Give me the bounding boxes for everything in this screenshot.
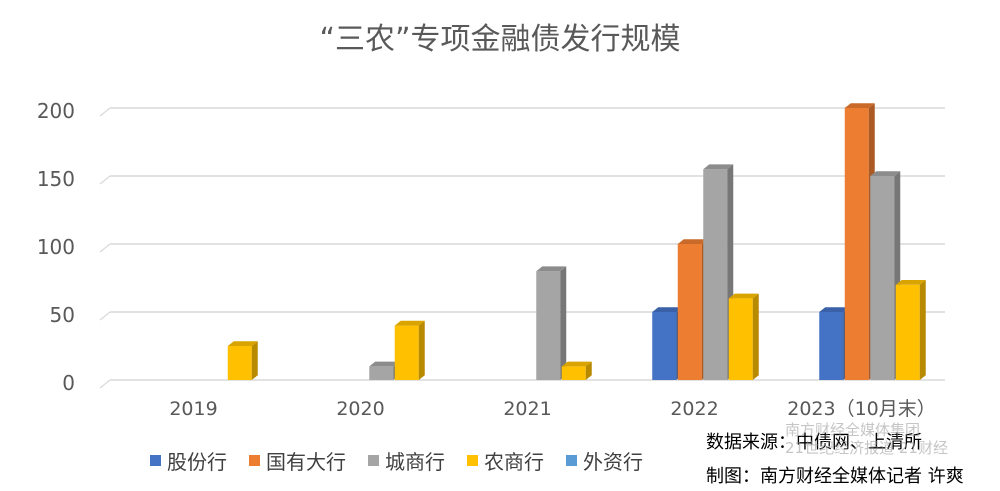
- x-tick-label: 2022: [670, 398, 718, 420]
- data-source: 数据来源：中债网、上清所: [706, 432, 922, 453]
- bar-front: [536, 271, 561, 380]
- y-tick-label: 0: [62, 371, 75, 395]
- legend-swatch: [150, 455, 161, 466]
- legend-swatch: [368, 455, 379, 466]
- legend-label: 农商行: [484, 450, 544, 474]
- bar-side: [752, 293, 759, 380]
- legend: 股份行 国有大行 城商行 农商行 外资行: [150, 446, 643, 475]
- gridline-depth: [99, 107, 111, 117]
- x-tick-label: 2023（10月末）: [787, 398, 936, 420]
- watermark: 南方财经全媒体集团 21世纪经济报道 21财经: [785, 421, 948, 457]
- bar-top: [870, 171, 901, 176]
- legend-swatch: [566, 455, 577, 466]
- y-tick-label: 100: [37, 235, 75, 259]
- bar: [895, 280, 926, 380]
- bar-top: [652, 307, 683, 312]
- bar: [394, 320, 425, 380]
- x-tick-label: 2021: [503, 398, 551, 420]
- legend-label: 外资行: [583, 450, 643, 474]
- bar-front: [728, 298, 753, 380]
- chart-credit: 制图：南方财经全媒体记者 许爽: [706, 466, 964, 487]
- bar-front: [227, 346, 252, 380]
- y-tick-label: 200: [37, 99, 75, 123]
- watermark-line-2: 21世纪经济报道 21财经: [785, 439, 948, 457]
- gridline-depth: [99, 243, 111, 253]
- legend-item: 城商行: [368, 446, 445, 475]
- legend-item: 外资行: [566, 446, 643, 475]
- bar-side: [251, 341, 258, 380]
- bar-top: [844, 103, 875, 108]
- bar-side: [560, 266, 567, 380]
- bar-top: [728, 293, 759, 299]
- x-tick-label: 2020: [336, 398, 384, 420]
- legend-label: 国有大行: [266, 450, 346, 474]
- bar: [227, 341, 258, 380]
- legend-label: 股份行: [167, 450, 227, 474]
- bar-front: [895, 284, 920, 380]
- bar-top: [394, 320, 425, 326]
- bar-side: [418, 320, 425, 380]
- bar-front: [703, 169, 728, 380]
- bar-top: [819, 307, 850, 312]
- bar-side: [919, 280, 926, 380]
- bar: [561, 361, 592, 380]
- bar-front: [369, 366, 394, 380]
- bar-front: [677, 244, 702, 380]
- legend-item: 农商行: [467, 446, 544, 475]
- y-tick-label: 150: [37, 167, 75, 191]
- bar: [870, 171, 901, 380]
- legend-swatch: [467, 455, 478, 466]
- bar: [728, 293, 759, 380]
- gridline-depth: [99, 175, 111, 185]
- gridline-depth: [99, 379, 111, 389]
- bar: [703, 164, 734, 380]
- chart-title: “三农”专项金融债发行规模: [319, 22, 681, 57]
- legend-label: 城商行: [385, 450, 445, 474]
- bar-front: [844, 108, 869, 380]
- bar-front: [394, 325, 419, 380]
- bar-side: [585, 361, 592, 380]
- bar-front: [652, 312, 677, 380]
- bar-top: [369, 361, 400, 367]
- gridline-depth: [99, 311, 111, 321]
- x-tick-label: 2019: [169, 398, 217, 420]
- legend-item: 股份行: [150, 446, 227, 475]
- bar: [536, 266, 567, 380]
- legend-swatch: [249, 455, 260, 466]
- bar-front: [870, 176, 895, 380]
- legend-item: 国有大行: [249, 446, 346, 475]
- bar-front: [819, 312, 844, 380]
- bar-top: [227, 341, 258, 346]
- y-tick-label: 50: [50, 303, 75, 327]
- watermark-line-1: 南方财经全媒体集团: [785, 421, 921, 439]
- bar-top: [561, 361, 592, 367]
- bar-top: [677, 239, 708, 244]
- bar-front: [561, 366, 586, 380]
- bar-top: [703, 164, 734, 170]
- bar-top: [895, 280, 926, 285]
- bar-top: [536, 266, 567, 272]
